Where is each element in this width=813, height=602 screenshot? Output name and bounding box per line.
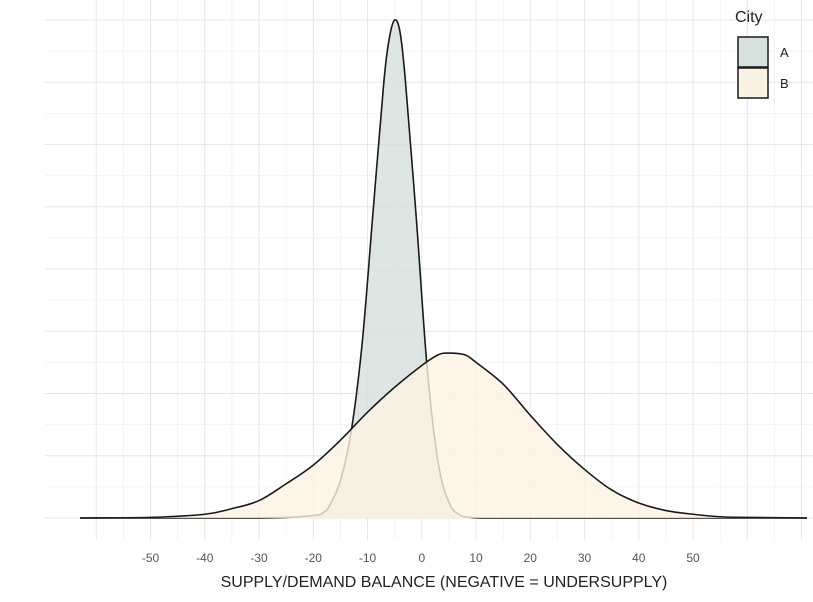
- x-tick-label: 0: [418, 551, 425, 565]
- x-tick-label: -10: [359, 551, 377, 565]
- x-tick-label: 40: [632, 551, 646, 565]
- x-axis-ticks: -50 -40 -30 -20 -10 0 10 20 30 40 50: [142, 551, 700, 565]
- legend-key-a: [737, 36, 769, 68]
- legend-key-b: [737, 67, 769, 99]
- x-axis-title: SUPPLY/DEMAND BALANCE (NEGATIVE = UNDERS…: [221, 574, 668, 591]
- x-tick-label: -40: [196, 551, 214, 565]
- legend-title: City: [735, 9, 763, 26]
- x-tick-label: 20: [524, 551, 538, 565]
- density-areas: [79, 19, 808, 519]
- x-tick-label: 50: [686, 551, 700, 565]
- x-tick-label: 30: [578, 551, 592, 565]
- legend-label-a: A: [780, 45, 789, 60]
- legend-label-b: B: [780, 76, 789, 91]
- density-area-b: [80, 353, 807, 518]
- x-tick-label: -50: [142, 551, 160, 565]
- density-line-b: [79, 352, 808, 519]
- x-tick-label: -30: [250, 551, 268, 565]
- x-tick-label: 10: [469, 551, 483, 565]
- x-tick-label: -20: [305, 551, 323, 565]
- legend: City A B: [735, 9, 789, 99]
